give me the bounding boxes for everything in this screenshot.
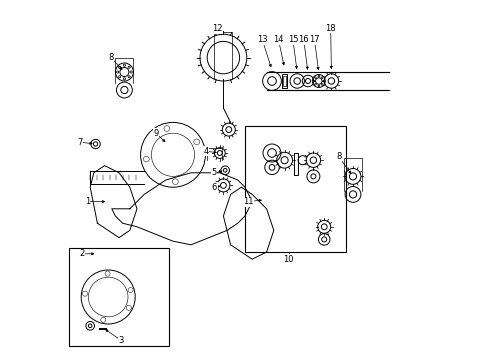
Text: 3: 3 bbox=[118, 336, 123, 345]
Text: 9: 9 bbox=[153, 129, 158, 138]
Text: 15: 15 bbox=[288, 35, 298, 44]
Bar bbox=[294, 153, 298, 175]
Text: 6: 6 bbox=[212, 183, 217, 192]
Text: 17: 17 bbox=[309, 35, 320, 44]
Text: 5: 5 bbox=[212, 168, 217, 177]
Text: 18: 18 bbox=[325, 24, 336, 33]
Bar bbox=[245, 126, 346, 252]
Text: 10: 10 bbox=[283, 255, 294, 264]
Text: 11: 11 bbox=[244, 197, 254, 206]
Text: 7: 7 bbox=[77, 138, 83, 147]
Text: 2: 2 bbox=[80, 249, 85, 258]
Text: 16: 16 bbox=[298, 35, 309, 44]
Bar bbox=[69, 248, 170, 346]
Text: 13: 13 bbox=[257, 35, 268, 44]
Text: 14: 14 bbox=[273, 35, 284, 44]
Text: 1: 1 bbox=[85, 197, 90, 206]
Text: 8: 8 bbox=[108, 53, 114, 62]
Text: 8: 8 bbox=[336, 152, 342, 161]
Text: 12: 12 bbox=[212, 24, 222, 33]
Text: 4: 4 bbox=[203, 147, 209, 156]
